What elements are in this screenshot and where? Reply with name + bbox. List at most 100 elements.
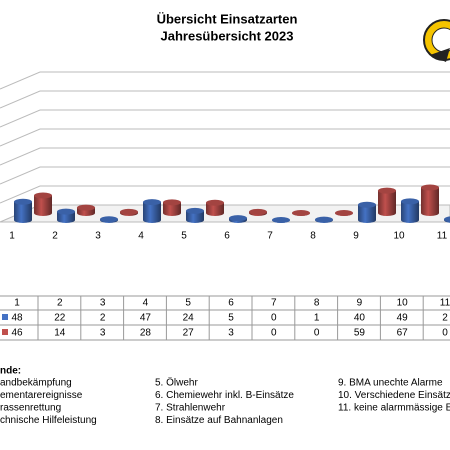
table-header: 6 <box>228 298 234 309</box>
legend-item: 5. Ölwehr <box>155 377 198 389</box>
table-cell: 40 <box>354 313 366 324</box>
legend-item: 7. Strahlenwehr <box>155 403 226 414</box>
bar <box>143 199 161 223</box>
bar <box>315 216 333 223</box>
bar-top <box>249 208 267 215</box>
bar-top <box>315 216 333 223</box>
table-cell: 3 <box>100 328 106 339</box>
bar-body <box>358 204 376 223</box>
x-tick-label: 6 <box>224 231 230 242</box>
table-cell: 27 <box>183 328 195 339</box>
bar-top <box>34 192 52 199</box>
table-cell: 1 <box>314 313 320 324</box>
grid-line <box>0 147 450 166</box>
bar <box>401 198 419 223</box>
bar <box>206 199 224 216</box>
table-header: 7 <box>271 298 277 309</box>
table-cell: 5 <box>228 313 234 324</box>
grid-line <box>0 128 450 147</box>
bar <box>14 198 32 223</box>
bar-top <box>120 208 138 215</box>
bar-body <box>421 187 439 216</box>
bar-top <box>272 217 290 223</box>
bar <box>358 201 376 223</box>
legend-item: 11. keine alarmmässige E <box>338 403 450 414</box>
bar-body <box>14 201 32 223</box>
bar <box>57 208 75 223</box>
table-cell: 0 <box>271 328 277 339</box>
chart-subtitle: Jahresübersicht 2023 <box>161 28 294 43</box>
table-header: 10 <box>397 298 409 309</box>
bar-body <box>401 201 419 223</box>
grid-line <box>0 71 450 90</box>
bar-top <box>100 216 118 223</box>
table-header: 2 <box>57 298 63 309</box>
bar-top <box>401 198 419 205</box>
legend-item: ementarereignisse <box>0 390 83 401</box>
table-key <box>2 314 8 320</box>
bar <box>292 210 310 216</box>
x-tick-label: 3 <box>95 231 101 242</box>
bar-top <box>444 216 450 223</box>
bar-body <box>143 202 161 223</box>
bar <box>34 192 52 216</box>
table-header: 8 <box>314 298 320 309</box>
bar-top <box>186 207 204 214</box>
chart-title: Übersicht Einsatzarten <box>157 11 298 26</box>
grid-line <box>0 109 450 128</box>
bar-body <box>186 210 204 223</box>
table-cell: 24 <box>183 313 195 324</box>
bar-top <box>57 208 75 215</box>
bar <box>421 184 439 216</box>
table-cell: 59 <box>354 328 366 339</box>
legend-title: nde: <box>0 366 21 377</box>
legend-item: rassenrettung <box>0 403 61 414</box>
x-tick-label: 2 <box>52 231 58 242</box>
x-tick-label: 11 <box>437 231 448 242</box>
table-cell: 3 <box>228 328 234 339</box>
bar-top <box>163 199 181 206</box>
bar <box>378 187 396 216</box>
x-tick-label: 5 <box>181 231 187 242</box>
table-key <box>2 329 8 335</box>
bar <box>249 208 267 216</box>
table-cell: 2 <box>442 313 448 324</box>
table-header: 11 <box>440 298 450 309</box>
bar <box>272 217 290 223</box>
bar-top <box>358 201 376 208</box>
bar-body <box>378 190 396 216</box>
bar-top <box>335 210 353 216</box>
grid-line <box>0 90 450 109</box>
bar <box>444 216 450 223</box>
table-header: 3 <box>100 298 106 309</box>
bar-top <box>14 198 32 205</box>
x-tick-label: 9 <box>353 231 359 242</box>
table-cell: 46 <box>11 328 23 339</box>
bar <box>100 216 118 223</box>
table-cell: 14 <box>54 328 66 339</box>
bar <box>163 199 181 216</box>
table-cell: 0 <box>442 328 448 339</box>
bar-top <box>77 204 95 211</box>
bar <box>335 210 353 216</box>
bar-top <box>292 210 310 216</box>
legend-item: 8. Einsätze auf Bahnanlagen <box>155 415 283 426</box>
x-tick-label: 8 <box>310 231 316 242</box>
grid-line <box>0 185 450 204</box>
legend-item: andbekämpfung <box>0 378 72 389</box>
table-cell: 0 <box>314 328 320 339</box>
x-tick-label: 4 <box>138 231 144 242</box>
bar-body <box>163 202 181 216</box>
table-cell: 0 <box>271 313 277 324</box>
x-tick-label: 1 <box>9 231 15 242</box>
bar-top <box>229 215 247 222</box>
table-cell: 67 <box>397 328 409 339</box>
table-header: 4 <box>143 298 149 309</box>
grid-line <box>0 166 450 185</box>
legend-item: chnische Hilfeleistung <box>0 415 97 426</box>
bar-body <box>34 195 52 216</box>
x-tick-label: 10 <box>393 231 405 242</box>
legend-item: 6. Chemiewehr inkl. B-Einsätze <box>155 390 294 401</box>
bar-top <box>206 199 224 206</box>
